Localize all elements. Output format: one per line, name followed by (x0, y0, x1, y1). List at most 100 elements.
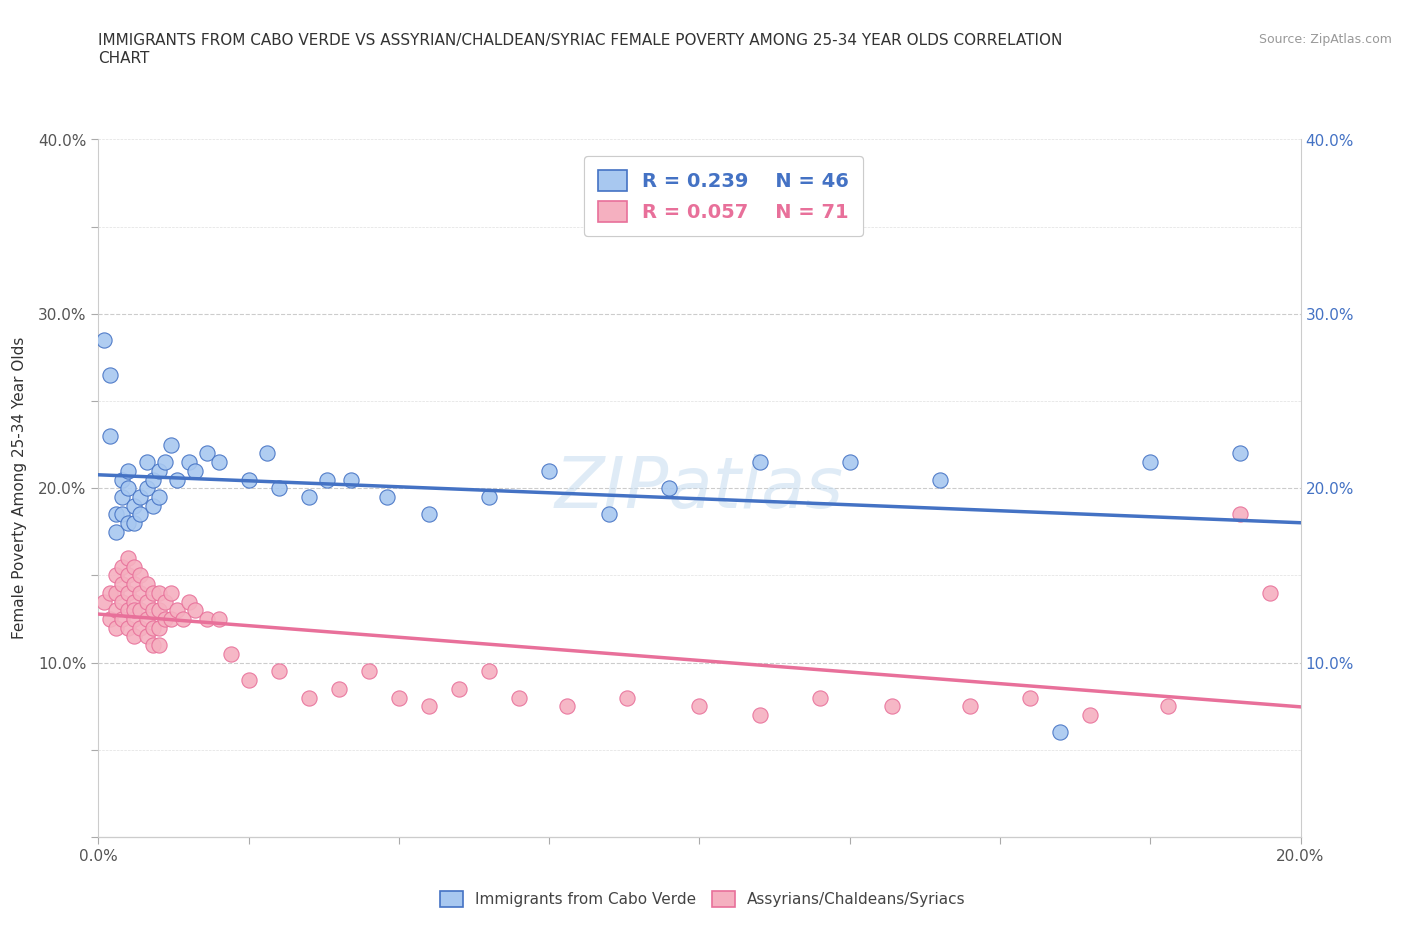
Point (1078, 708, 1101, 723)
Point (256, 446, 278, 461)
Legend: Immigrants from Cabo Verde, Assyrians/Chaldeans/Syriacs: Immigrants from Cabo Verde, Assyrians/Ch… (434, 884, 972, 913)
Point (1049, 725, 1071, 740)
Point (478, 664, 501, 679)
Point (124, 577, 146, 591)
Point (141, 472, 163, 487)
Point (418, 507, 440, 522)
Point (135, 594, 157, 609)
Point (105, 603, 128, 618)
Point (340, 472, 363, 487)
Point (141, 498, 163, 513)
Point (166, 472, 188, 487)
Point (111, 594, 134, 609)
Point (267, 481, 290, 496)
Point (148, 638, 170, 653)
Point (153, 594, 176, 609)
Point (159, 586, 181, 601)
Point (105, 507, 128, 522)
Point (111, 472, 134, 487)
Point (183, 463, 205, 478)
Point (129, 620, 152, 635)
Point (135, 455, 157, 470)
Point (315, 472, 337, 487)
Point (1260, 586, 1282, 601)
Point (447, 682, 470, 697)
Point (135, 612, 157, 627)
Point (238, 672, 260, 687)
Point (838, 455, 860, 470)
Text: IMMIGRANTS FROM CABO VERDE VS ASSYRIAN/CHALDEAN/SYRIAC FEMALE POVERTY AMONG 25-3: IMMIGRANTS FROM CABO VERDE VS ASSYRIAN/C… (98, 33, 1063, 47)
Point (689, 698, 711, 713)
Point (129, 568, 152, 583)
Point (298, 489, 321, 504)
Point (508, 690, 530, 705)
Point (658, 481, 681, 496)
Point (598, 507, 620, 522)
Point (195, 446, 218, 461)
Legend: R = 0.239    N = 46, R = 0.057    N = 71: R = 0.239 N = 46, R = 0.057 N = 71 (583, 156, 863, 235)
Point (1019, 690, 1042, 705)
Point (418, 698, 440, 713)
Point (555, 698, 578, 713)
Point (111, 559, 134, 574)
Point (177, 455, 200, 470)
Point (478, 489, 501, 504)
Point (129, 603, 152, 618)
Point (159, 437, 181, 452)
Text: Source: ZipAtlas.com: Source: ZipAtlas.com (1258, 33, 1392, 46)
Text: ZIPatlas: ZIPatlas (555, 454, 844, 523)
Point (357, 664, 380, 679)
Point (1157, 698, 1180, 713)
Point (148, 620, 170, 635)
Point (219, 646, 242, 661)
Point (1139, 455, 1161, 470)
Point (1229, 446, 1251, 461)
Point (124, 515, 146, 530)
Point (124, 498, 146, 513)
Point (93, 333, 115, 348)
Point (135, 577, 157, 591)
Point (153, 455, 176, 470)
Point (616, 690, 638, 705)
Point (880, 698, 903, 713)
Point (166, 603, 188, 618)
Point (129, 507, 152, 522)
Point (929, 472, 952, 487)
Point (148, 603, 170, 618)
Point (748, 455, 770, 470)
Point (141, 586, 163, 601)
Point (388, 690, 411, 705)
Point (100, 429, 122, 444)
Point (141, 620, 163, 635)
Point (177, 594, 200, 609)
Point (124, 629, 146, 644)
Point (208, 612, 231, 627)
Point (148, 586, 170, 601)
Point (105, 568, 128, 583)
Point (100, 367, 122, 382)
Point (124, 612, 146, 627)
Point (100, 612, 122, 627)
Point (117, 515, 139, 530)
Point (148, 463, 170, 478)
Point (111, 507, 134, 522)
Point (153, 612, 176, 627)
Point (117, 551, 139, 565)
Point (117, 568, 139, 583)
Point (267, 664, 290, 679)
Point (208, 455, 231, 470)
Point (538, 463, 561, 478)
Point (93, 594, 115, 609)
Point (959, 698, 981, 713)
Point (183, 603, 205, 618)
Point (124, 559, 146, 574)
Point (111, 612, 134, 627)
Point (808, 690, 831, 705)
Point (238, 472, 260, 487)
Point (117, 586, 139, 601)
Point (135, 629, 157, 644)
Point (129, 586, 152, 601)
Point (375, 489, 398, 504)
Point (111, 577, 134, 591)
Point (298, 690, 321, 705)
